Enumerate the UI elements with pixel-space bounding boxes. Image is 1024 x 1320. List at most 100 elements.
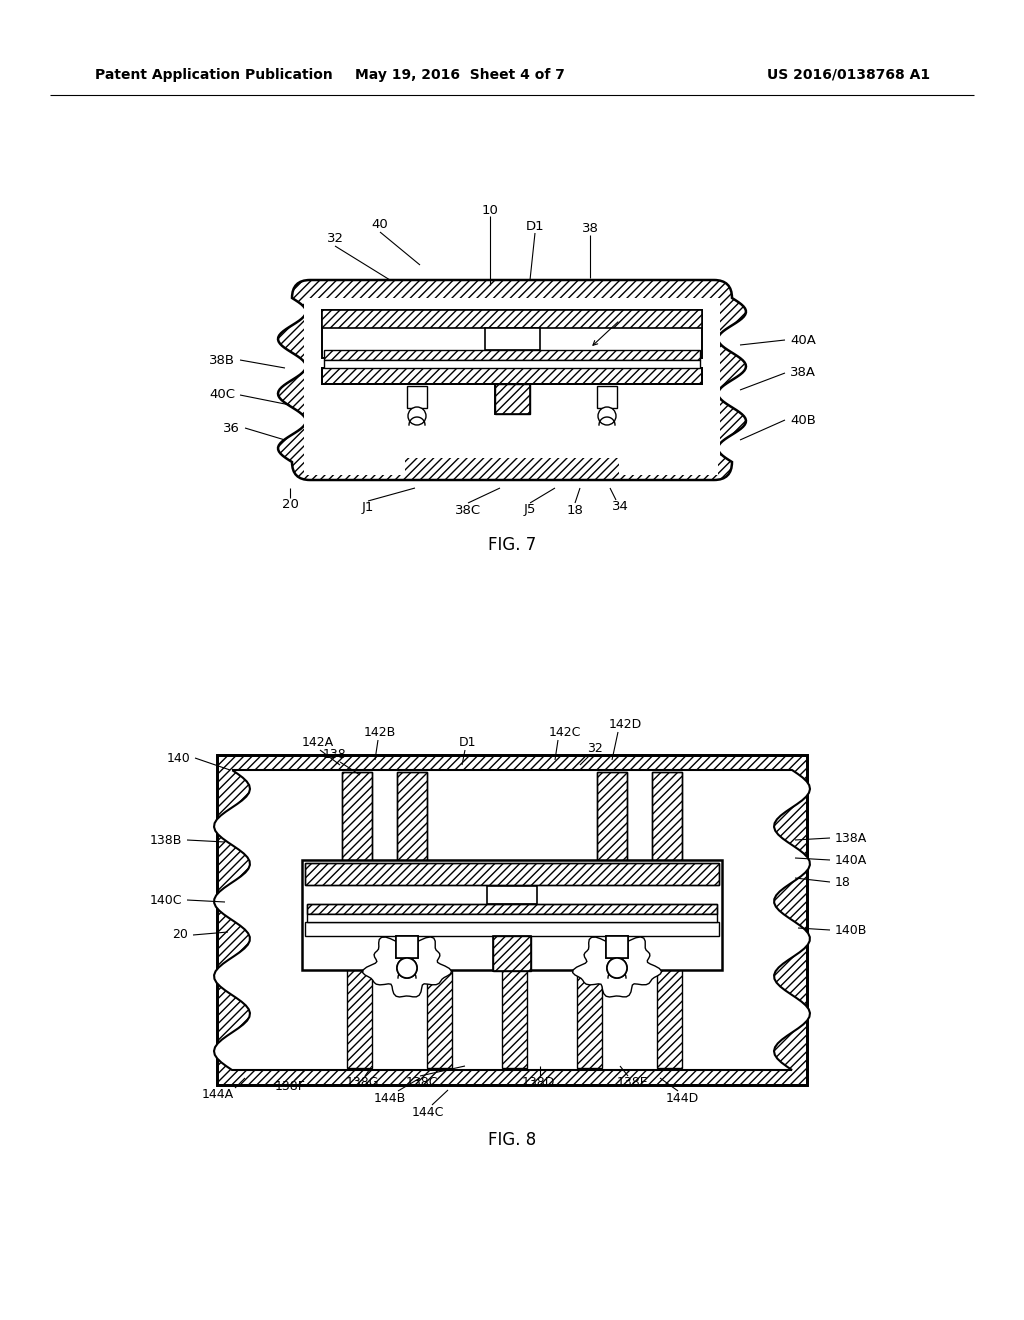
Text: 40: 40	[372, 219, 388, 231]
Bar	[305, 863, 719, 884]
Bar	[302, 861, 722, 970]
Bar	[493, 936, 531, 972]
Text: 18: 18	[835, 875, 851, 888]
Bar	[322, 310, 702, 358]
Bar	[342, 772, 372, 884]
Bar	[407, 385, 427, 408]
Bar	[307, 904, 717, 913]
Bar	[217, 755, 807, 1085]
Text: 144C: 144C	[412, 1106, 444, 1118]
Text: D1: D1	[525, 219, 545, 232]
Bar	[597, 385, 617, 408]
Text: 142D: 142D	[608, 718, 642, 731]
Bar	[396, 936, 418, 958]
Bar	[606, 936, 628, 958]
Bar	[618, 384, 718, 475]
Circle shape	[607, 958, 627, 978]
Text: 38: 38	[582, 222, 598, 235]
Text: 144B: 144B	[374, 1092, 407, 1105]
Text: 40B: 40B	[790, 413, 816, 426]
Bar	[342, 772, 372, 884]
Text: 138B: 138B	[150, 833, 182, 846]
Text: 36: 36	[223, 421, 240, 434]
Bar	[307, 904, 717, 913]
Bar	[493, 936, 531, 972]
Text: 32: 32	[327, 231, 343, 244]
Text: 40A: 40A	[790, 334, 816, 346]
Text: 32: 32	[587, 742, 603, 755]
Text: 38B: 38B	[209, 354, 234, 367]
Bar	[304, 298, 720, 458]
Bar	[324, 360, 700, 368]
Bar	[322, 368, 702, 384]
Text: US 2016/0138768 A1: US 2016/0138768 A1	[767, 69, 930, 82]
Text: 144D: 144D	[666, 1092, 698, 1105]
Bar	[304, 384, 406, 475]
Bar	[427, 950, 452, 1068]
Circle shape	[607, 958, 627, 978]
Text: J5: J5	[589, 933, 601, 946]
Text: 140C: 140C	[150, 894, 182, 907]
Bar	[487, 886, 537, 904]
Bar	[347, 950, 372, 1068]
Bar	[495, 384, 530, 414]
Text: 38C: 38C	[455, 503, 481, 516]
Text: 38A: 38A	[790, 367, 816, 380]
Text: 138C: 138C	[406, 1077, 438, 1089]
Text: 140B: 140B	[835, 924, 867, 936]
Polygon shape	[362, 937, 452, 997]
Text: 34: 34	[611, 500, 629, 513]
Bar	[322, 310, 702, 327]
Text: FIG. 7: FIG. 7	[487, 536, 537, 554]
Bar	[485, 327, 540, 350]
Text: 140A: 140A	[835, 854, 867, 866]
Bar	[606, 936, 628, 958]
Bar	[217, 755, 807, 1085]
Text: May 19, 2016  Sheet 4 of 7: May 19, 2016 Sheet 4 of 7	[355, 69, 565, 82]
Bar	[652, 772, 682, 884]
Text: 140: 140	[166, 751, 190, 764]
Bar	[305, 863, 719, 884]
Text: D1: D1	[459, 735, 477, 748]
Bar	[305, 921, 719, 936]
Circle shape	[397, 958, 417, 978]
Text: FIG. 8: FIG. 8	[487, 1131, 537, 1148]
Circle shape	[397, 958, 417, 978]
Bar	[577, 950, 602, 1068]
Text: 138G: 138G	[345, 1077, 379, 1089]
Circle shape	[598, 407, 616, 425]
Bar	[397, 772, 427, 884]
Bar	[307, 913, 717, 921]
Bar	[324, 350, 700, 360]
Bar	[597, 772, 627, 884]
Text: 142A: 142A	[302, 735, 334, 748]
Text: 20: 20	[172, 928, 188, 941]
Text: 144A: 144A	[202, 1089, 234, 1101]
Text: 138D: 138D	[521, 1077, 555, 1089]
Text: 138: 138	[324, 748, 347, 762]
Bar	[502, 950, 527, 1068]
Bar	[396, 936, 418, 958]
PathPatch shape	[214, 770, 810, 1071]
Text: 20: 20	[282, 499, 298, 511]
Text: 138E: 138E	[616, 1077, 648, 1089]
Circle shape	[408, 407, 426, 425]
PathPatch shape	[278, 280, 746, 480]
Bar	[597, 772, 627, 884]
Text: J1: J1	[361, 502, 374, 515]
Bar	[495, 384, 530, 414]
Text: 18: 18	[566, 503, 584, 516]
Bar	[397, 772, 427, 884]
Text: 142C: 142C	[549, 726, 582, 738]
Text: J1: J1	[374, 933, 386, 946]
Text: 142B: 142B	[364, 726, 396, 738]
Bar	[322, 368, 702, 384]
Bar	[657, 950, 682, 1068]
Text: 10: 10	[481, 203, 499, 216]
Text: Patent Application Publication: Patent Application Publication	[95, 69, 333, 82]
Text: 40C: 40C	[209, 388, 234, 401]
Text: J5: J5	[524, 503, 537, 516]
Bar	[652, 772, 682, 884]
Bar	[495, 384, 530, 414]
Text: 138F: 138F	[274, 1081, 305, 1093]
